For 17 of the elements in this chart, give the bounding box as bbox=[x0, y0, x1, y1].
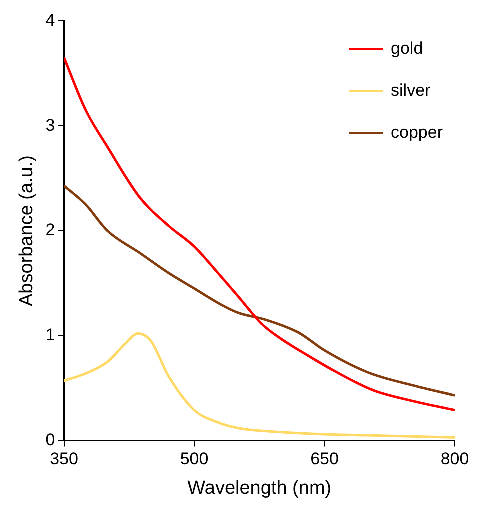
y-tick-label: 2 bbox=[46, 220, 56, 240]
x-tick-label: 500 bbox=[180, 450, 209, 469]
x-tick-label: 800 bbox=[440, 450, 470, 469]
x-tick-label: 350 bbox=[50, 450, 78, 469]
line-series bbox=[64, 184, 455, 397]
line-series bbox=[64, 332, 455, 439]
y-tick-label: 3 bbox=[46, 116, 56, 135]
x-axis-title: Wavelength (nm) bbox=[188, 478, 332, 499]
legend-label: gold bbox=[391, 38, 424, 58]
y-axis-title: Absorbance (a.u.) bbox=[16, 155, 38, 307]
line-series bbox=[64, 56, 455, 412]
y-tick-label: 1 bbox=[46, 326, 56, 345]
legend-label: copper bbox=[391, 122, 444, 142]
y-tick-label: 4 bbox=[46, 10, 56, 30]
x-tick-label: 650 bbox=[310, 450, 339, 469]
y-tick-label: 0 bbox=[46, 430, 56, 450]
legend-label: silver bbox=[391, 80, 432, 100]
